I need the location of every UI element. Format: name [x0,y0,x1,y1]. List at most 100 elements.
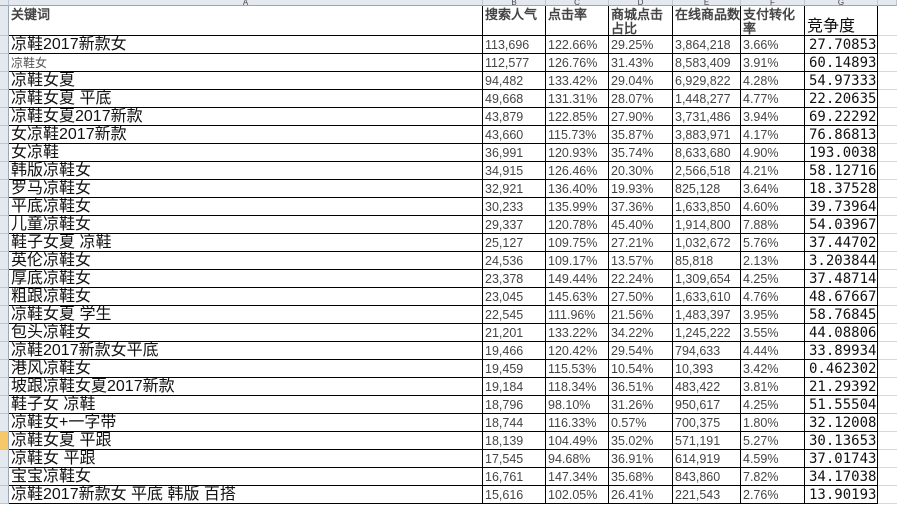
cell-search-popularity[interactable]: 94,482 [483,72,546,90]
cell-pay-conversion[interactable]: 3.64% [741,180,805,198]
cell-online-products[interactable]: 10,393 [673,360,741,378]
header-online-products[interactable]: 在线商品数 [673,6,741,36]
cell-click-rate[interactable]: 109.17% [546,252,609,270]
cell-click-rate[interactable]: 145.63% [546,288,609,306]
row-header[interactable] [0,108,9,126]
cell-mall-click-share[interactable]: 26.41% [609,486,673,504]
row-header[interactable] [0,450,9,468]
cell-keyword[interactable]: 女凉鞋2017新款 [9,126,483,144]
cell-pay-conversion[interactable]: 5.27% [741,432,805,450]
cell-mall-click-share[interactable]: 29.54% [609,342,673,360]
cell-online-products[interactable]: 700,375 [673,414,741,432]
cell-click-rate[interactable]: 135.99% [546,198,609,216]
column-header-3[interactable]: C [546,0,609,6]
row-header[interactable] [0,270,9,288]
empty-cell[interactable] [878,144,897,162]
cell-online-products[interactable]: 614,919 [673,450,741,468]
cell-competition[interactable]: 39.73964 [805,198,878,216]
cell-keyword[interactable]: 英伦凉鞋女 [9,252,483,270]
row-header[interactable] [0,36,9,54]
cell-keyword[interactable]: 韩版凉鞋女 [9,162,483,180]
cell-keyword[interactable]: 凉鞋女夏 [9,72,483,90]
cell-competition[interactable]: 44.08806 [805,324,878,342]
cell-online-products[interactable]: 1,914,800 [673,216,741,234]
cell-online-products[interactable]: 1,483,397 [673,306,741,324]
cell-pay-conversion[interactable]: 4.28% [741,72,805,90]
empty-cell[interactable] [878,90,897,108]
cell-search-popularity[interactable]: 34,915 [483,162,546,180]
cell-online-products[interactable]: 221,543 [673,486,741,504]
cell-search-popularity[interactable]: 43,879 [483,108,546,126]
row-header[interactable] [0,180,9,198]
empty-cell[interactable] [878,180,897,198]
cell-pay-conversion[interactable]: 3.55% [741,324,805,342]
cell-click-rate[interactable]: 120.78% [546,216,609,234]
cell-online-products[interactable]: 1,245,222 [673,324,741,342]
cell-competition[interactable]: 54.03967 [805,216,878,234]
cell-competition[interactable]: 22.20635 [805,90,878,108]
empty-cell[interactable] [878,414,897,432]
select-all-button[interactable] [0,0,9,6]
cell-search-popularity[interactable]: 43,660 [483,126,546,144]
row-header[interactable] [0,234,9,252]
cell-keyword[interactable]: 凉鞋2017新款女 平底 韩版 百搭 [9,486,483,504]
cell-competition[interactable]: 54.97333 [805,72,878,90]
cell-online-products[interactable]: 85,818 [673,252,741,270]
cell-keyword[interactable]: 女凉鞋 [9,144,483,162]
cell-pay-conversion[interactable]: 3.42% [741,360,805,378]
cell-pay-conversion[interactable]: 4.77% [741,90,805,108]
cell-keyword[interactable]: 凉鞋2017新款女 [9,36,483,54]
cell-online-products[interactable]: 3,864,218 [673,36,741,54]
cell-keyword[interactable]: 宝宝凉鞋女 [9,468,483,486]
cell-online-products[interactable]: 3,731,486 [673,108,741,126]
cell-pay-conversion[interactable]: 4.60% [741,198,805,216]
cell-click-rate[interactable]: 120.93% [546,144,609,162]
cell-search-popularity[interactable]: 16,761 [483,468,546,486]
cell-pay-conversion[interactable]: 3.66% [741,36,805,54]
cell-keyword[interactable]: 凉鞋女夏 平跟 [9,432,483,450]
cell-mall-click-share[interactable]: 31.26% [609,396,673,414]
row-header[interactable] [0,198,9,216]
cell-competition[interactable]: 13.90193 [805,486,878,504]
cell-keyword[interactable]: 粗跟凉鞋女 [9,288,483,306]
cell-online-products[interactable]: 1,448,277 [673,90,741,108]
cell-online-products[interactable]: 2,566,518 [673,162,741,180]
cell-click-rate[interactable]: 98.10% [546,396,609,414]
column-header-1[interactable]: A [9,0,483,6]
row-header[interactable] [0,468,9,486]
cell-pay-conversion[interactable]: 4.17% [741,126,805,144]
cell-competition[interactable]: 58.12716 [805,162,878,180]
cell-click-rate[interactable]: 120.42% [546,342,609,360]
cell-keyword[interactable]: 凉鞋女 平跟 [9,450,483,468]
cell-search-popularity[interactable]: 18,139 [483,432,546,450]
cell-search-popularity[interactable]: 29,337 [483,216,546,234]
cell-click-rate[interactable]: 147.34% [546,468,609,486]
row-header[interactable] [0,414,9,432]
cell-click-rate[interactable]: 133.22% [546,324,609,342]
cell-mall-click-share[interactable]: 35.74% [609,144,673,162]
row-header[interactable] [0,144,9,162]
cell-competition[interactable]: 58.76845 [805,306,878,324]
cell-click-rate[interactable]: 104.49% [546,432,609,450]
cell-search-popularity[interactable]: 25,127 [483,234,546,252]
cell-search-popularity[interactable]: 112,577 [483,54,546,72]
cell-click-rate[interactable]: 115.53% [546,360,609,378]
cell-online-products[interactable]: 483,422 [673,378,741,396]
row-header[interactable] [0,342,9,360]
cell-pay-conversion[interactable]: 3.95% [741,306,805,324]
cell-keyword[interactable]: 港风凉鞋女 [9,360,483,378]
cell-click-rate[interactable]: 111.96% [546,306,609,324]
cell-competition[interactable]: 32.12008 [805,414,878,432]
row-header[interactable] [0,288,9,306]
cell-click-rate[interactable]: 122.66% [546,36,609,54]
cell-search-popularity[interactable]: 49,668 [483,90,546,108]
cell-competition[interactable]: 3.203844 [805,252,878,270]
empty-cell[interactable] [878,432,897,450]
cell-online-products[interactable]: 8,633,680 [673,144,741,162]
cell-click-rate[interactable]: 116.33% [546,414,609,432]
cell-click-rate[interactable]: 136.40% [546,180,609,198]
column-header-2[interactable]: B [483,0,546,6]
cell-keyword[interactable]: 坡跟凉鞋女夏2017新款 [9,378,483,396]
cell-pay-conversion[interactable]: 5.76% [741,234,805,252]
cell-click-rate[interactable]: 133.42% [546,72,609,90]
